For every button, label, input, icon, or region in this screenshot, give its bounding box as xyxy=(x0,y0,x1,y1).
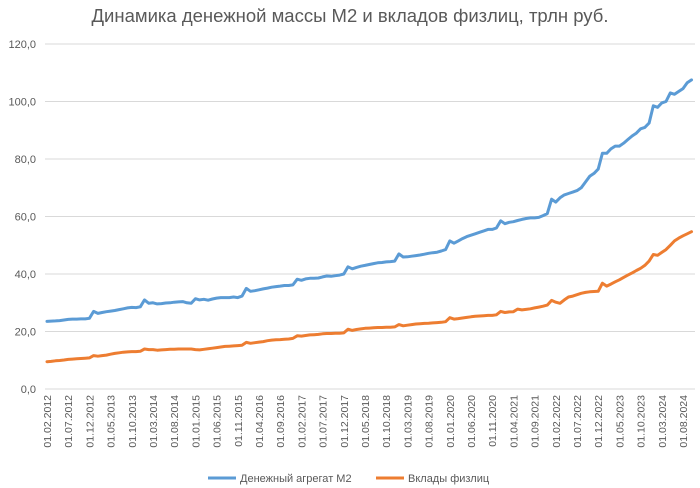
legend: Денежный агрегат М2 Вклады физлиц xyxy=(208,473,490,485)
x-tick-label: 01.04.2021 xyxy=(508,395,520,448)
x-tick-label: 01.01.2015 xyxy=(190,395,202,448)
x-tick-label: 01.02.2012 xyxy=(42,395,54,448)
legend-label-deposits: Вклады физлиц xyxy=(408,473,490,485)
legend-label-m2: Денежный агрегат М2 xyxy=(240,473,352,485)
x-tick-label: 01.02.2017 xyxy=(296,395,308,448)
x-tick-label: 01.01.2020 xyxy=(445,395,457,448)
y-tick-label: 120,0 xyxy=(8,39,36,51)
x-tick-label: 01.10.2013 xyxy=(127,395,139,448)
x-tick-label: 01.06.2015 xyxy=(212,395,224,448)
y-tick-label: 0,0 xyxy=(21,384,36,396)
x-tick-label: 01.04.2016 xyxy=(254,395,266,448)
series-points-deposits xyxy=(46,231,692,362)
gridlines xyxy=(45,43,695,390)
x-tick-label: 01.06.2020 xyxy=(466,395,478,448)
x-tick-label: 01.03.2014 xyxy=(148,395,160,448)
y-tick-label: 40,0 xyxy=(15,269,36,281)
x-tick-label: 01.05.2018 xyxy=(360,395,372,448)
series-line-m2 xyxy=(45,78,693,323)
x-tick-label: 01.03.2024 xyxy=(657,395,669,448)
x-tick-label: 01.11.2020 xyxy=(487,395,499,447)
x-tick-label: 01.08.2024 xyxy=(678,395,690,448)
x-tick-label: 01.07.2017 xyxy=(318,395,330,448)
y-tick-label: 60,0 xyxy=(15,212,36,224)
y-tick-label: 100,0 xyxy=(8,97,36,109)
x-tick-label: 01.08.2019 xyxy=(424,395,436,448)
y-axis-ticks: 0,0 20,0 40,0 60,0 80,0 100,0 120,0 xyxy=(8,39,36,396)
series-lines xyxy=(45,78,693,364)
x-tick-label: 01.05.2023 xyxy=(614,395,626,448)
x-axis-ticks: 01.02.2012 01.07.2012 01.12.2012 01.05.2013… xyxy=(42,395,690,448)
x-tick-label: 01.12.2017 xyxy=(339,395,351,448)
series-points-m2 xyxy=(46,79,692,322)
x-tick-label: 01.08.2014 xyxy=(169,395,181,448)
series-line-deposits xyxy=(45,230,693,364)
x-tick-label: 01.09.2021 xyxy=(530,395,542,448)
x-tick-label: 01.07.2022 xyxy=(572,395,584,448)
x-tick-label: 01.05.2013 xyxy=(106,395,118,448)
y-tick-label: 20,0 xyxy=(15,327,36,339)
x-tick-label: 01.12.2012 xyxy=(84,395,96,448)
x-tick-label: 01.10.2018 xyxy=(381,395,393,448)
x-tick-label: 01.03.2019 xyxy=(402,395,414,448)
x-tick-label: 01.10.2023 xyxy=(636,395,648,448)
x-tick-label: 01.02.2022 xyxy=(551,395,563,448)
x-tick-label: 01.09.2016 xyxy=(275,395,287,448)
chart-title: Динамика денежной массы М2 и вкладов физ… xyxy=(92,5,609,26)
x-tick-label: 01.07.2012 xyxy=(63,395,75,448)
x-tick-label: 01.12.2022 xyxy=(593,395,605,448)
y-tick-label: 80,0 xyxy=(15,154,36,166)
x-tick-label: 01.11.2015 xyxy=(233,395,245,447)
